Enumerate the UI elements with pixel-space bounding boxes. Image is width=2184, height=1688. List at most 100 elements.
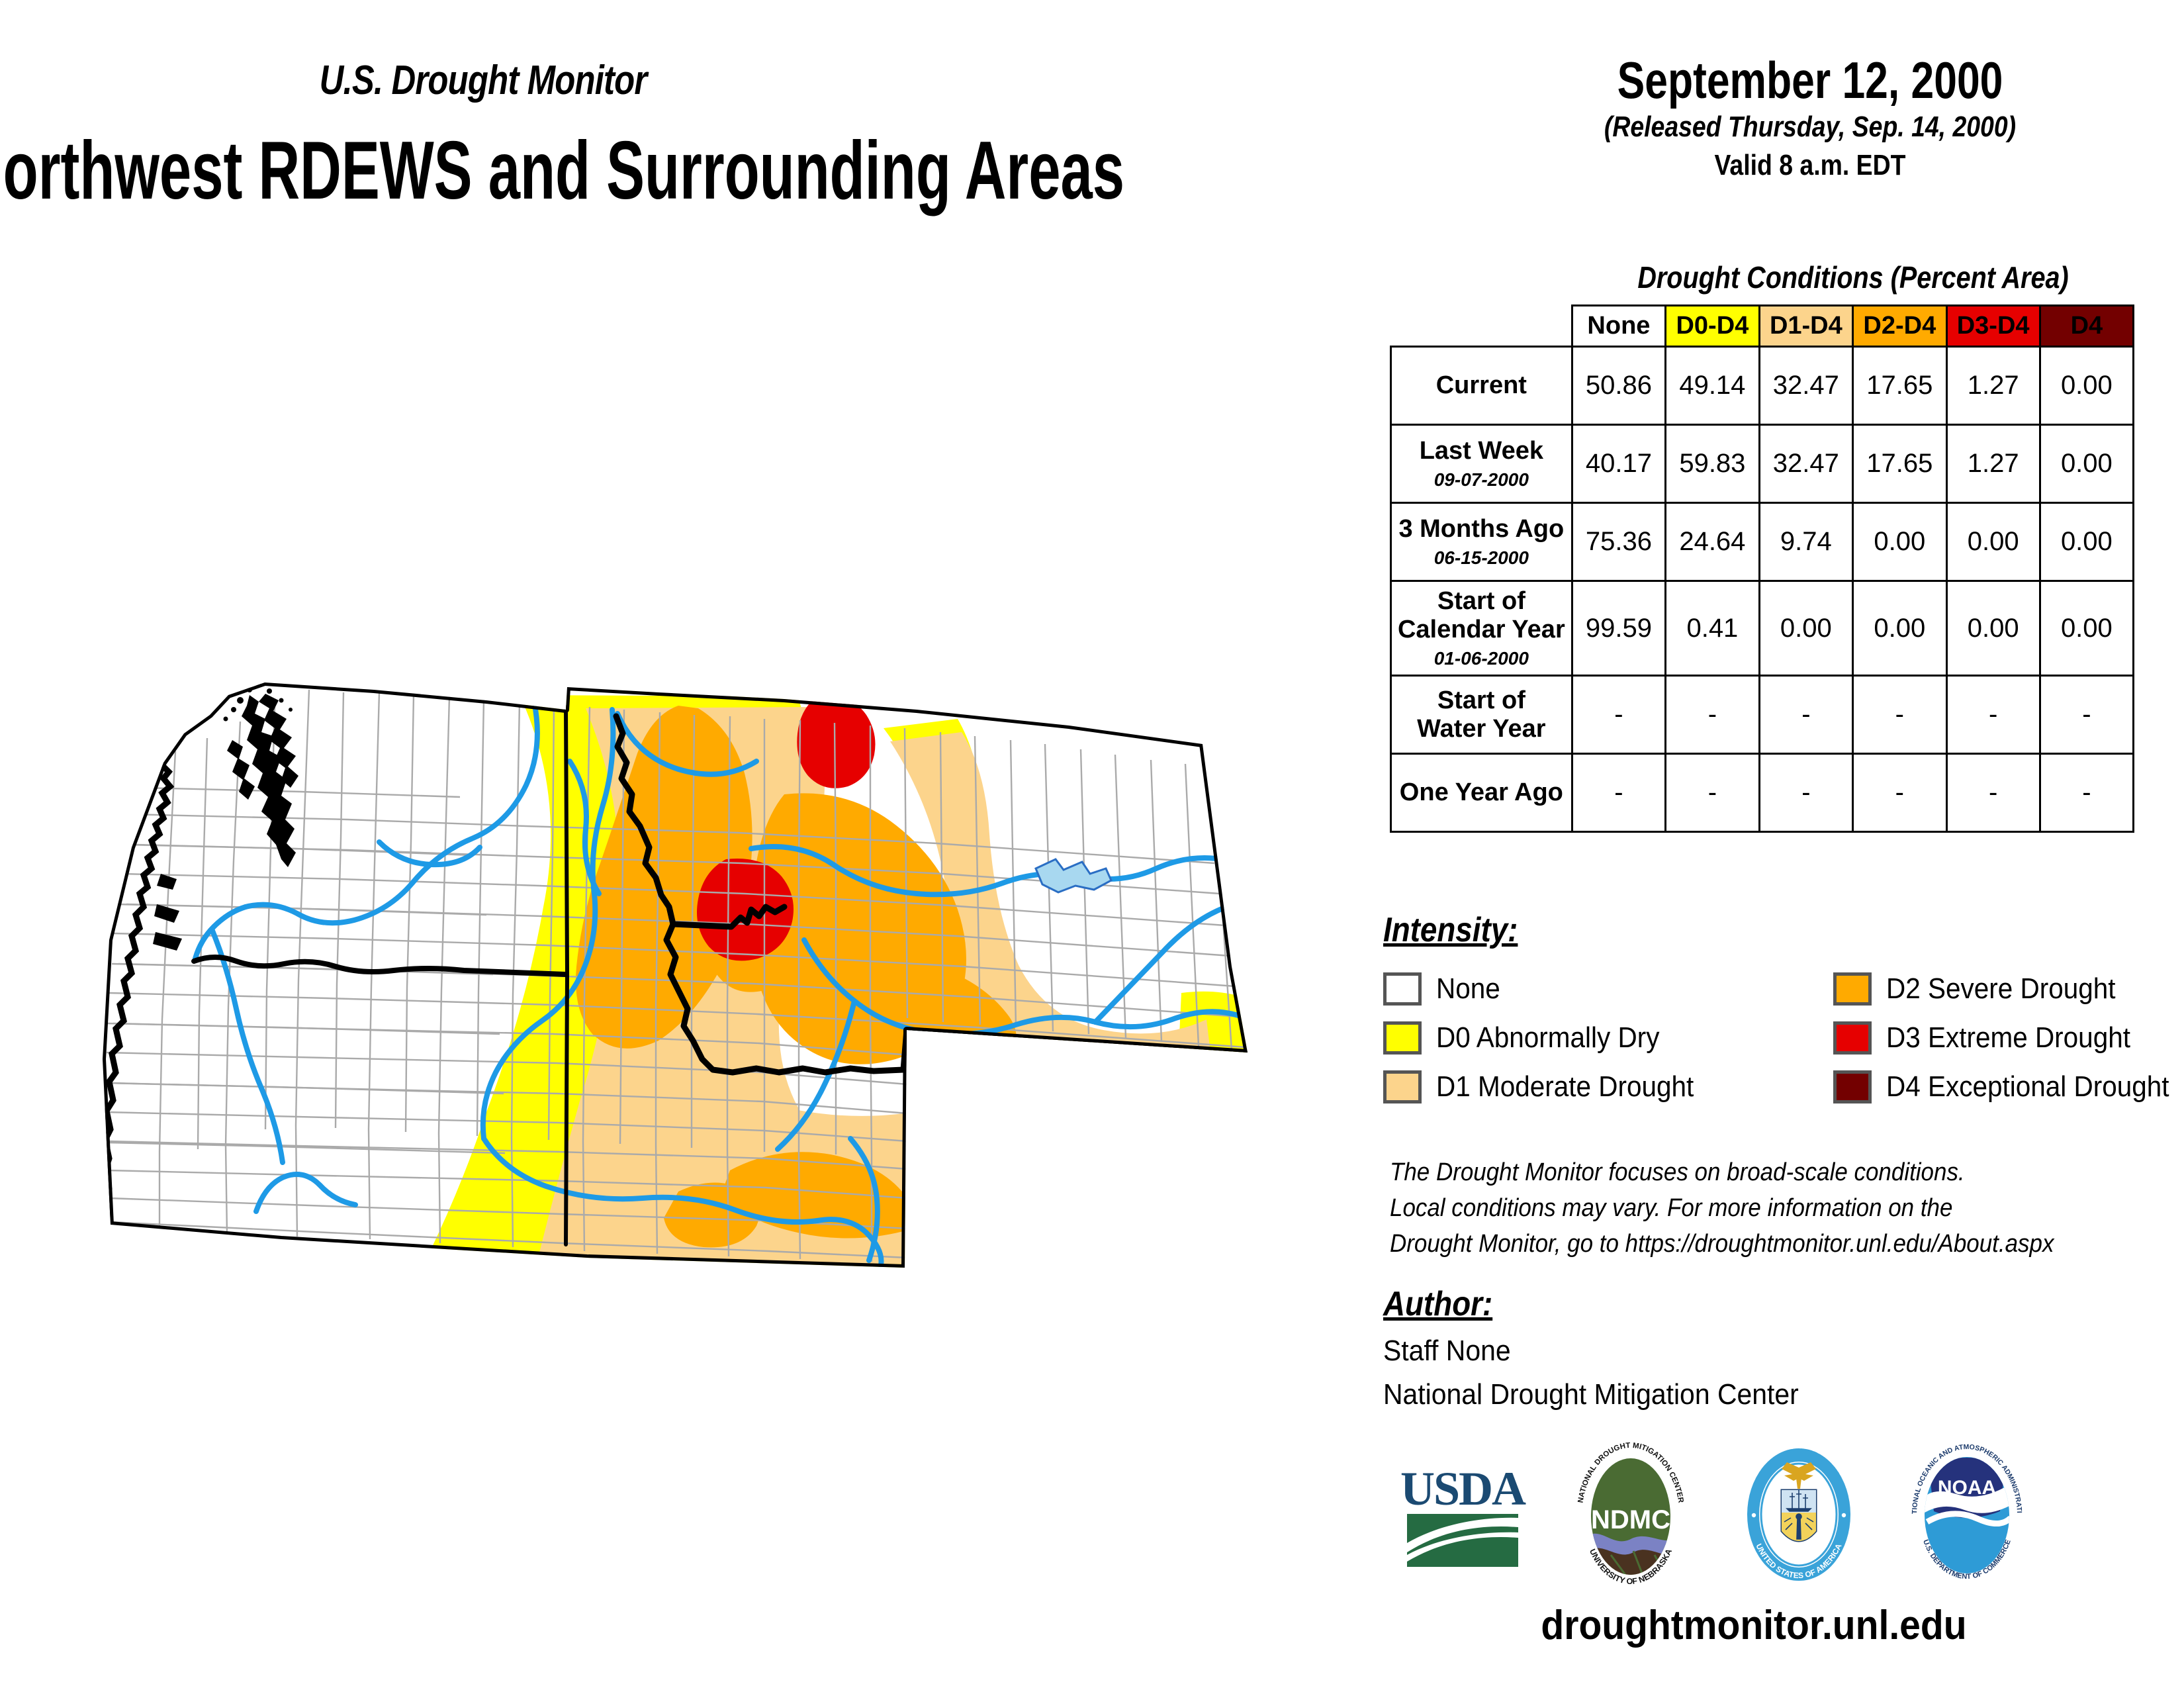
author-block: Author: Staff None National Drought Miti…: [1383, 1284, 2164, 1411]
legend-label-d4: D4 Exceptional Drought: [1886, 1070, 2169, 1103]
legend-label-d2: D2 Severe Drought: [1886, 972, 2116, 1005]
row-label: Start of Water Year: [1390, 675, 1573, 755]
table-cell: -: [1570, 675, 1667, 755]
table-caption: Drought Conditions (Percent Area): [1637, 260, 2069, 295]
state-borders: [103, 682, 1248, 1268]
table-cell: -: [2038, 753, 2135, 833]
legend-label-d1: D1 Moderate Drought: [1436, 1070, 1694, 1103]
table-cell: 0.00: [1852, 502, 1948, 582]
column-header-d1-d4: D1-D4: [1758, 305, 1854, 348]
column-header-none: None: [1570, 305, 1667, 348]
author-name: Staff None: [1383, 1335, 1511, 1367]
column-header-d0-d4: D0-D4: [1664, 305, 1760, 348]
table-cell: -: [1758, 753, 1854, 833]
table-header-corner: [1391, 306, 1572, 347]
table-header-row: None D0-D4 D1-D4 D2-D4 D3-D4 D4: [1391, 305, 2135, 348]
legend-label-d3: D3 Extreme Drought: [1886, 1021, 2130, 1054]
legend-swatch-d4: [1833, 1070, 1872, 1103]
fort-peck-lake: [1034, 858, 1113, 894]
legend-swatch-none: [1383, 972, 1422, 1006]
svg-text:NDMC: NDMC: [1591, 1505, 1670, 1534]
drought-conditions-table: None D0-D4 D1-D4 D2-D4 D3-D4 D4 Current 5…: [1390, 305, 2135, 833]
usda-logo: USDA: [1396, 1453, 1529, 1579]
column-header-d4: D4: [2038, 305, 2135, 348]
svg-text:NOAA: NOAA: [1938, 1477, 1996, 1499]
table-cell: 75.36: [1570, 502, 1667, 582]
row-label-text: 3 Months Ago: [1398, 515, 1565, 543]
table-cell: -: [1945, 753, 2041, 833]
row-label-text: Start of Calendar Year: [1397, 587, 1565, 643]
table-cell: 0.00: [2038, 346, 2135, 426]
table-body: Current 50.86 49.14 32.47 17.65 1.27 0.00 Last …: [1390, 346, 2135, 833]
intensity-legend: Intensity: None D2 Severe Drought D0 Abnor…: [1383, 910, 2169, 1111]
legend-swatch-d3: [1833, 1021, 1872, 1055]
legend-grid: None D2 Severe Drought D0 Abnormally Dry D3…: [1383, 964, 2169, 1111]
table-cell: 0.00: [1945, 502, 2041, 582]
table-cell: -: [1664, 675, 1760, 755]
table-cell: 17.65: [1852, 346, 1948, 426]
table-row: Current 50.86 49.14 32.47 17.65 1.27 0.00: [1390, 346, 2135, 426]
table-cell: 40.17: [1570, 424, 1667, 504]
legend-label-none: None: [1436, 972, 1500, 1005]
legend-item-d4: D4 Exceptional Drought: [1833, 1070, 2184, 1103]
row-label: 3 Months Ago 06-15-2000: [1390, 502, 1573, 582]
title-block: U.S. Drought Monitor Northwest RDEWS and…: [0, 0, 1496, 252]
table-cell: -: [1570, 753, 1667, 833]
disclaimer-text: The Drought Monitor focuses on broad-sca…: [1390, 1155, 2109, 1262]
table-cell: -: [1758, 675, 1854, 755]
table-row: Last Week 09-07-2000 40.17 59.83 32.47 17.65 1…: [1390, 424, 2135, 504]
disclaimer-line-1: The Drought Monitor focuses on broad-sca…: [1390, 1158, 1965, 1186]
table-cell: 0.00: [1758, 580, 1854, 677]
rivers: [193, 699, 1241, 1268]
row-label-text: Last Week: [1419, 437, 1543, 465]
table-cell: 0.00: [2038, 424, 2135, 504]
table-row: One Year Ago - - - - - -: [1390, 753, 2135, 833]
table-cell: -: [1664, 753, 1760, 833]
legend-item-none: None: [1383, 972, 1833, 1006]
ndmc-logo: NDMC NATIONAL DROUGHT MITIGATION CENTER …: [1565, 1438, 1697, 1594]
table-cell: 59.83: [1664, 424, 1760, 504]
author-organization: National Drought Mitigation Center: [1383, 1378, 1799, 1411]
date-block: September 12, 2000 (Released Thursday, S…: [1476, 54, 2144, 180]
page-title: Northwest RDEWS and Surrounding Areas: [0, 125, 1125, 216]
author-label: Author:: [1383, 1285, 1493, 1323]
row-label: Start of Calendar Year 01-06-2000: [1390, 580, 1573, 677]
legend-swatch-d0: [1383, 1021, 1422, 1055]
table-cell: 32.47: [1758, 424, 1854, 504]
legend-item-d0: D0 Abnormally Dry: [1383, 1021, 1833, 1055]
row-label-date: 09-07-2000: [1433, 469, 1529, 490]
noaa-logo: NOAA NATIONAL OCEANIC AND ATMOSPHERIC AD…: [1898, 1432, 2033, 1594]
legend-item-d1: D1 Moderate Drought: [1383, 1070, 1833, 1103]
table-cell: 50.86: [1570, 346, 1667, 426]
table-row: 3 Months Ago 06-15-2000 75.36 24.64 9.74 0.00…: [1390, 502, 2135, 582]
svg-text:USDA: USDA: [1400, 1462, 1526, 1515]
legend-swatch-d1: [1383, 1070, 1422, 1103]
puget-sound-detail: [103, 682, 298, 1219]
table-cell: 32.47: [1758, 346, 1854, 426]
column-header-d2-d4: D2-D4: [1852, 305, 1948, 348]
table-cell: 0.00: [1945, 580, 2041, 677]
table-cell: 0.00: [2038, 580, 2135, 677]
disclaimer-line-3: Drought Monitor, go to https://droughtmo…: [1390, 1229, 2054, 1258]
column-header-d3-d4: D3-D4: [1945, 305, 2041, 348]
intensity-legend-title: Intensity:: [1383, 911, 1518, 949]
legend-label-d0: D0 Abnormally Dry: [1436, 1021, 1660, 1054]
row-label-date: 06-15-2000: [1433, 547, 1529, 568]
table-cell: 9.74: [1758, 502, 1854, 582]
legend-item-d3: D3 Extreme Drought: [1833, 1021, 2184, 1055]
table-cell: 17.65: [1852, 424, 1948, 504]
table-cell: 0.00: [1852, 580, 1948, 677]
row-label-text: One Year Ago: [1399, 778, 1563, 806]
table-cell: 99.59: [1570, 580, 1667, 677]
drought-area-d3: [697, 694, 876, 961]
table-cell: 49.14: [1664, 346, 1760, 426]
valid-time: Valid 8 a.m. EDT: [1714, 149, 1906, 181]
table-cell: -: [1852, 675, 1948, 755]
map-base-layer: [103, 682, 1248, 1268]
table-cell: -: [1852, 753, 1948, 833]
row-label-date: 01-06-2000: [1433, 648, 1529, 669]
doc-logo: DEPARTMENT OF COMMERCE UNITED STATES OF …: [1733, 1438, 1865, 1594]
row-label: Current: [1390, 346, 1573, 426]
valid-date: September 12, 2000: [1617, 51, 2003, 109]
table-cell: 0.00: [2038, 502, 2135, 582]
